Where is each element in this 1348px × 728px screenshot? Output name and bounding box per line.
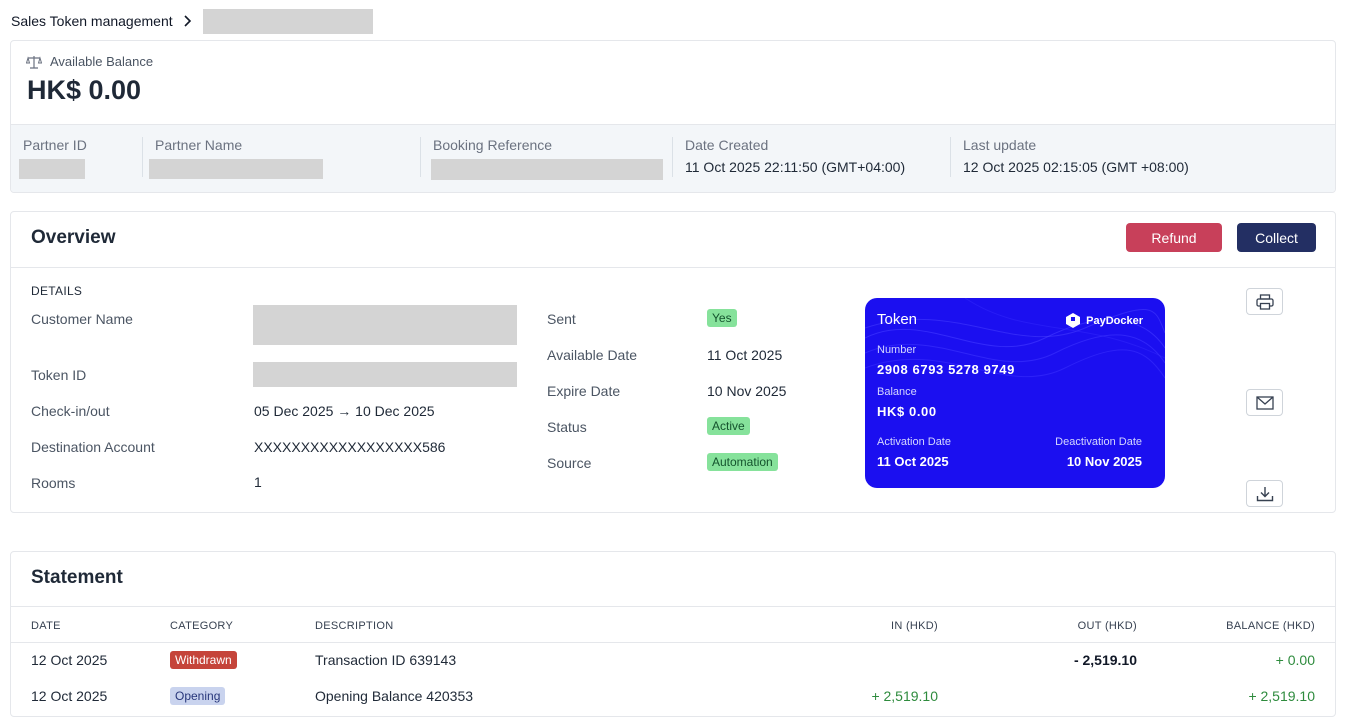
rooms-label: Rooms (31, 475, 76, 491)
table-row[interactable]: 12 Oct 2025 Withdrawn Transaction ID 639… (11, 643, 1335, 679)
token-card: Token PayDocker Number 2908 6793 5278 97… (865, 298, 1165, 488)
sent-badge: Yes (707, 309, 737, 327)
breadcrumb-root[interactable]: Sales Token management (11, 13, 173, 29)
destination-account-value: XXXXXXXXXXXXXXXXXX586 (254, 439, 446, 455)
col-out: OUT (HKD) (1077, 620, 1137, 632)
divider (950, 137, 951, 177)
printer-icon (1255, 293, 1274, 310)
breadcrumb: Sales Token management (11, 8, 373, 34)
customer-name-label: Customer Name (31, 311, 133, 327)
divider (420, 137, 421, 177)
row-balance: + 2,519.10 (1248, 688, 1315, 704)
partner-id-label: Partner ID (23, 137, 87, 153)
token-id-redacted (253, 362, 517, 387)
statement-title: Statement (31, 567, 123, 588)
date-created-label: Date Created (685, 137, 769, 153)
print-button[interactable] (1246, 288, 1283, 315)
checkin-label: Check-in/out (31, 403, 110, 419)
status-badge: Active (707, 417, 750, 435)
booking-reference-redacted (431, 159, 663, 180)
expire-date-value: 10 Nov 2025 (707, 383, 787, 399)
chevron-right-icon (184, 15, 191, 27)
divider (672, 137, 673, 177)
partner-name: Partner Name (149, 137, 323, 179)
partner-name-redacted (149, 159, 323, 179)
refund-button[interactable]: Refund (1126, 223, 1222, 252)
last-update-value: 12 Oct 2025 02:15:05 (GMT +08:00) (963, 159, 1189, 175)
source-badge: Automation (707, 453, 778, 471)
scale-icon (26, 55, 42, 69)
paydocker-brand: PayDocker (1086, 314, 1143, 327)
col-in: IN (HKD) (890, 620, 938, 632)
balance-meta: Partner ID Partner Name Booking Referenc… (11, 124, 1335, 192)
booking-reference: Booking Reference (431, 137, 663, 180)
partner-name-label: Partner Name (155, 137, 243, 153)
card-balance-label: Balance (877, 386, 917, 398)
download-icon (1256, 486, 1273, 501)
row-date: 12 Oct 2025 (31, 652, 108, 668)
token-id-label: Token ID (31, 367, 87, 383)
available-balance-label: Available Balance (50, 54, 154, 69)
statement-header-row: DATE CATEGORY DESCRIPTION IN (HKD) OUT (… (11, 607, 1335, 643)
status-label: Status (547, 419, 587, 435)
row-description: Opening Balance 420353 (315, 688, 474, 704)
date-created-value: 11 Oct 2025 22:11:50 (GMT+04:00) (685, 159, 906, 175)
category-badge: Opening (170, 687, 226, 705)
paydocker-logo: PayDocker (1065, 312, 1143, 329)
source-label: Source (547, 455, 592, 471)
card-number-value: 2908 6793 5278 9749 (877, 362, 1015, 377)
checkin-value: 05 Dec 2025 → 10 Dec 2025 (254, 403, 435, 419)
statement-panel: Statement DATE CATEGORY DESCRIPTION IN (… (10, 551, 1336, 717)
card-number-label: Number (877, 344, 917, 356)
deactivation-date-value: 10 Nov 2025 (1066, 454, 1142, 469)
token-card-title: Token (877, 311, 918, 328)
paydocker-logo-icon (1066, 313, 1081, 328)
col-description: DESCRIPTION (315, 620, 394, 632)
available-date-value: 11 Oct 2025 (707, 347, 783, 363)
booking-reference-label: Booking Reference (433, 137, 553, 153)
partner-id-redacted (19, 159, 85, 179)
divider (142, 137, 143, 177)
date-created: Date Created 11 Oct 2025 22:11:50 (GMT+0… (685, 137, 905, 179)
collect-button[interactable]: Collect (1237, 223, 1316, 252)
overview-title: Overview (31, 227, 116, 248)
card-balance-value: HK$ 0.00 (877, 404, 937, 419)
last-update-label: Last update (963, 137, 1037, 153)
sent-label: Sent (547, 311, 576, 327)
row-out: - 2,519.10 (1073, 652, 1137, 668)
row-balance: + 0.00 (1275, 652, 1315, 668)
table-row[interactable]: 12 Oct 2025 Opening Opening Balance 4203… (11, 679, 1335, 715)
card-wave-pattern (865, 298, 1165, 379)
email-button[interactable] (1246, 389, 1283, 416)
breadcrumb-current-redacted (202, 8, 373, 34)
col-date: DATE (31, 620, 61, 632)
balance-card: Available Balance HK$ 0.00 Partner ID Pa… (10, 40, 1336, 193)
activation-date-label: Activation Date (877, 436, 951, 448)
details-heading: DETAILS (31, 284, 83, 298)
category-badge: Withdrawn (170, 651, 237, 669)
download-button[interactable] (1246, 480, 1283, 507)
overview-panel: Overview Refund Collect DETAILS Customer… (10, 211, 1336, 513)
expire-date-label: Expire Date (547, 383, 621, 399)
destination-account-label: Destination Account (31, 439, 155, 455)
deactivation-date-label: Deactivation Date (1055, 436, 1142, 448)
customer-name-redacted (253, 305, 517, 345)
last-update: Last update 12 Oct 2025 02:15:05 (GMT +0… (963, 137, 1189, 179)
col-category: CATEGORY (170, 620, 234, 632)
col-balance: BALANCE (HKD) (1226, 620, 1315, 632)
activation-date-value: 11 Oct 2025 (877, 454, 949, 469)
partner-id: Partner ID (19, 137, 87, 179)
available-date-label: Available Date (547, 347, 638, 363)
available-balance-value: HK$ 0.00 (27, 75, 142, 105)
row-description: Transaction ID 639143 (315, 652, 457, 668)
row-date: 12 Oct 2025 (31, 688, 108, 704)
row-in: + 2,519.10 (871, 688, 938, 704)
mail-icon (1255, 395, 1274, 410)
rooms-value: 1 (254, 474, 262, 490)
